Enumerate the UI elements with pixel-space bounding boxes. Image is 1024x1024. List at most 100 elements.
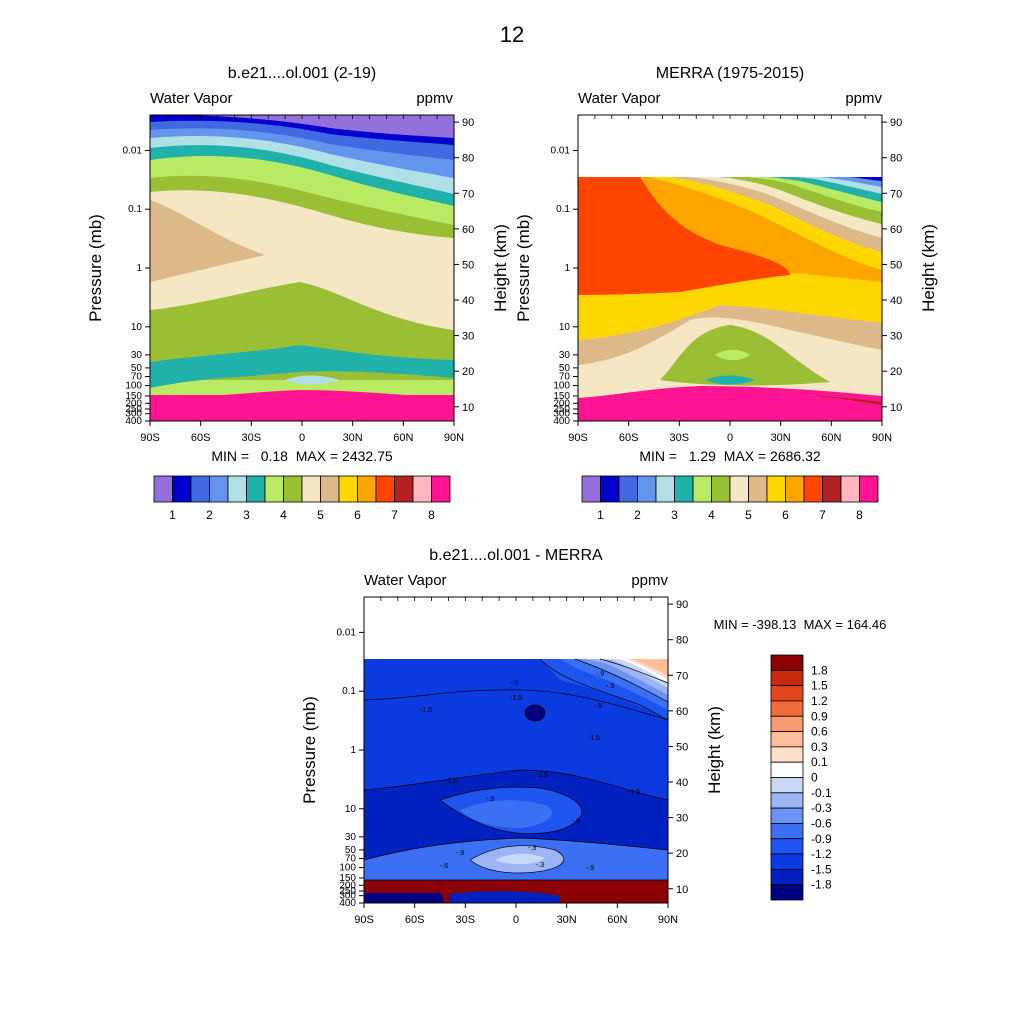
y2-axis-label: Height (km) xyxy=(919,224,938,312)
x-tick-label: 90N xyxy=(872,432,892,444)
variable-label: Water Vapor xyxy=(578,90,661,107)
y-tick-label: 250 xyxy=(125,404,142,415)
colorbar-label: 1 xyxy=(169,508,176,522)
y-tick-label: 30 xyxy=(559,350,571,361)
region-upper-max xyxy=(578,177,790,295)
colorbar-swatch xyxy=(770,761,804,778)
colorbar-label: 0.3 xyxy=(811,740,828,754)
y-tick-label: 150 xyxy=(125,391,142,402)
colorbar-swatch xyxy=(770,731,804,748)
y-tick-label: 0.01 xyxy=(551,145,571,156)
colorbar-swatch xyxy=(338,475,358,503)
contour-line xyxy=(524,704,546,722)
colorbar-swatch xyxy=(770,685,804,702)
x-tick-label: 60S xyxy=(191,432,211,444)
x-tick-label: 90N xyxy=(658,914,678,926)
colorbar: 1.81.51.20.90.60.30.10-0.1-0.3-0.6-0.9-1… xyxy=(770,654,832,901)
colorbar-swatch xyxy=(770,746,804,763)
y-tick-label: 0.1 xyxy=(342,686,356,697)
x-axis: 90S 60S 30S 0 30N 60N 90N xyxy=(568,115,892,444)
y-tick-label: 0.01 xyxy=(337,627,357,638)
panel-merra: MERRA (1975-2015) Water Vapor ppmv xyxy=(514,65,938,522)
region-troposphere-fill xyxy=(150,390,454,421)
contour-label: -.9 xyxy=(572,818,580,825)
contour-label: -.9 xyxy=(586,865,594,872)
variable-label: Water Vapor xyxy=(150,90,233,107)
colorbar-swatch xyxy=(431,475,451,503)
y-tick-label: 70 xyxy=(345,853,357,864)
y-tick-label: 0.1 xyxy=(556,204,570,215)
y-tick-label: 100 xyxy=(339,863,356,874)
contour-label: -.3 xyxy=(528,845,536,852)
region-troposphere-mixed xyxy=(450,891,560,903)
colorbar-label: 1.2 xyxy=(811,694,828,708)
y2-tick-label: 80 xyxy=(462,153,474,165)
contour-label: -.6 xyxy=(440,863,448,870)
y2-tick-label: 40 xyxy=(462,295,474,307)
panel-title: b.e21....ol.001 (2-19) xyxy=(228,65,377,82)
colorbar-label: 1.5 xyxy=(811,679,828,693)
colorbar-label: 4 xyxy=(280,508,287,522)
contour-lines xyxy=(363,658,669,881)
x-tick-label: 90N xyxy=(444,432,464,444)
panel-difference: b.e21....ol.001 - MERRA Water Vapor ppmv xyxy=(300,547,886,926)
contour-field xyxy=(363,596,669,904)
contour-label: -.9 xyxy=(596,671,604,678)
contour-line xyxy=(539,658,669,721)
colorbar-swatch xyxy=(770,853,804,870)
y2-tick-label: 80 xyxy=(676,635,688,647)
colorbar-label: -0.6 xyxy=(811,816,832,830)
x-tick-label: 60N xyxy=(821,432,841,444)
y2-tick-label: 10 xyxy=(890,402,902,414)
y2-tick-label: 60 xyxy=(462,224,474,236)
contour-label: -1.5 xyxy=(628,789,640,796)
contour-label: -1.5 xyxy=(420,707,432,714)
y-axis-label: Pressure (mb) xyxy=(86,214,105,322)
y2-tick-label: 90 xyxy=(890,117,902,129)
region-tropical-core xyxy=(705,375,755,385)
colorbar-swatch xyxy=(770,669,804,687)
contour-label: -1.5 xyxy=(536,772,548,779)
units-label: ppmv xyxy=(416,90,453,107)
colorbar-swatch xyxy=(766,475,786,503)
y-tick-label: 200 xyxy=(339,880,356,891)
colorbar-swatch xyxy=(859,475,879,503)
colorbar-swatch xyxy=(770,777,804,794)
panel-title: MERRA (1975-2015) xyxy=(656,65,805,82)
colorbar-label: 5 xyxy=(317,508,324,522)
contour-label: -1.5 xyxy=(445,778,457,785)
colorbar-label: -1.8 xyxy=(811,878,832,892)
y-tick-label: 50 xyxy=(131,363,143,374)
colorbar-swatch xyxy=(803,475,823,503)
region-tropical-minimum xyxy=(150,345,454,388)
colorbar-label: 2 xyxy=(634,508,641,522)
y2-tick-label: 20 xyxy=(890,366,902,378)
x-tick-label: 0 xyxy=(727,432,733,444)
contour-label: -.3 xyxy=(536,862,544,869)
x-tick-label: 0 xyxy=(513,914,519,926)
contour-line xyxy=(439,786,583,835)
y2-tick-label: 40 xyxy=(676,777,688,789)
colorbar-label: 0.9 xyxy=(811,709,828,723)
y2-axis-label: Height (km) xyxy=(491,224,510,312)
units-label: ppmv xyxy=(631,572,668,589)
colorbar-swatch xyxy=(246,475,266,503)
colorbar-swatch xyxy=(840,475,860,503)
region-troposphere-fill xyxy=(578,388,882,421)
colorbar-swatch xyxy=(770,715,804,732)
y-tick-label: 150 xyxy=(553,391,570,402)
colorbar-label: 0.6 xyxy=(811,725,828,739)
colorbar-swatch xyxy=(711,475,731,503)
colorbar-label: 6 xyxy=(354,508,361,522)
x-axis: 90S 60S 30S 0 30N 60N 90N xyxy=(140,115,464,444)
x-tick-label: 0 xyxy=(299,432,305,444)
colorbar-swatch xyxy=(770,838,804,855)
min-max-stats: MIN = 0.18 MAX = 2432.75 xyxy=(211,448,393,464)
y2-tick-label: 70 xyxy=(890,188,902,200)
min-max-stats: MIN = -398.13 MAX = 164.46 xyxy=(714,617,887,632)
region-mesosphere-top xyxy=(150,114,454,138)
y2-tick-label: 80 xyxy=(890,153,902,165)
y-tick-label: 400 xyxy=(339,898,356,909)
colorbar-swatch xyxy=(770,807,804,824)
